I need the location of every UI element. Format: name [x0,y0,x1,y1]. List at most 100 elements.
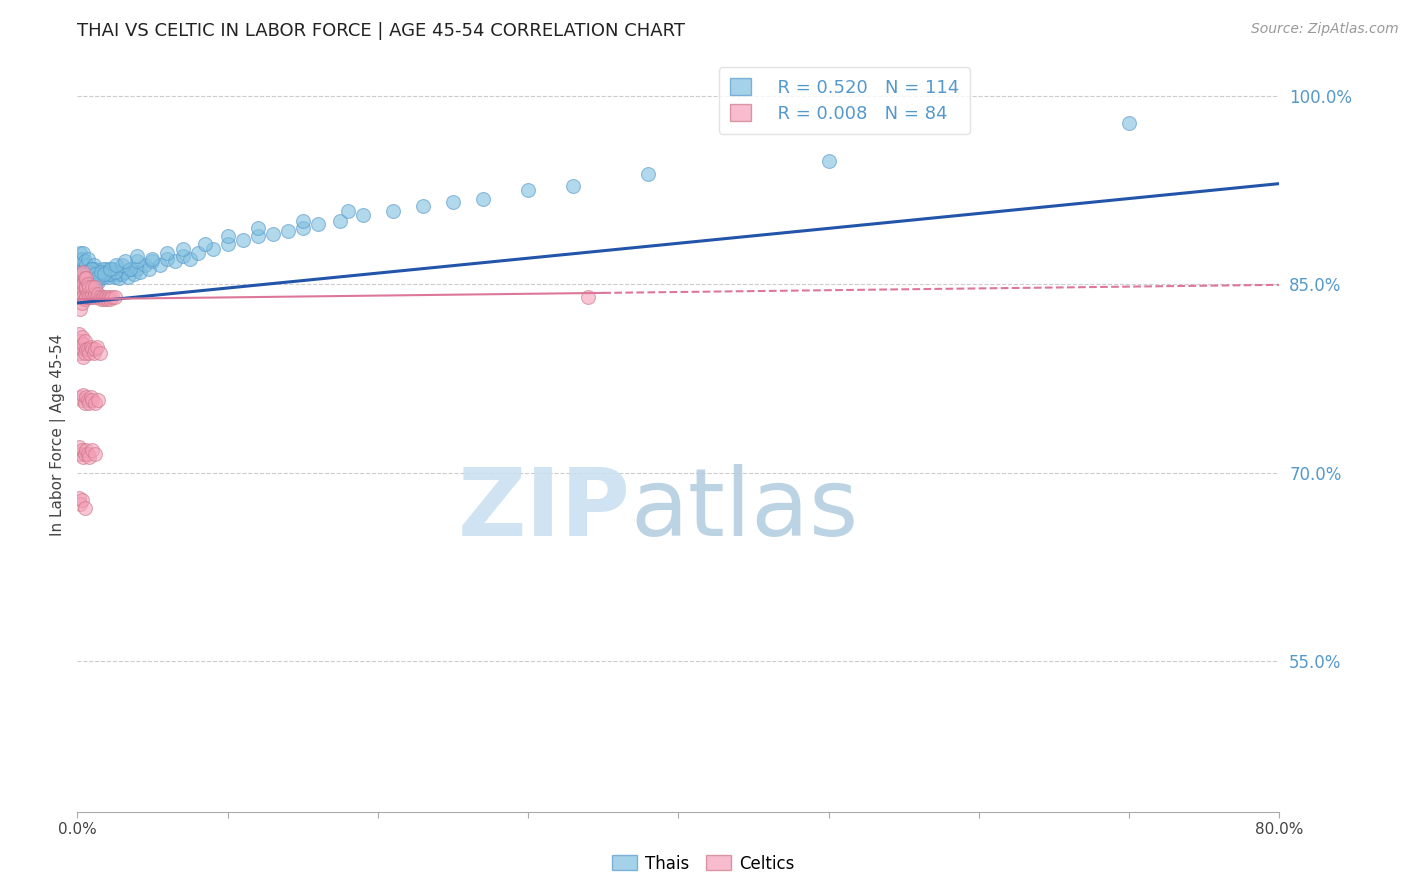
Point [1118,116,1140,130]
Point [72,337,94,351]
Point [73,284,96,298]
Point [67,290,90,304]
Point [70,442,93,457]
Point [67,277,90,291]
Point [70,343,93,357]
Point [86,290,108,304]
Text: atlas: atlas [630,464,859,557]
Point [93,292,115,306]
Point [120,262,142,277]
Point [100,262,122,277]
Point [72,270,94,285]
Point [86,270,108,285]
Point [73,270,96,285]
Point [114,254,136,268]
Point [127,262,149,277]
Point [89,267,111,281]
Point [76,277,98,291]
Point [73,396,96,410]
Point [104,269,127,284]
Point [141,254,163,268]
Point [87,275,110,289]
Point [114,264,136,278]
Point [67,491,90,505]
Point [70,330,93,344]
Point [86,264,108,278]
Point [291,220,314,235]
Point [79,290,101,304]
Point [246,229,269,244]
Point [80,279,103,293]
Point [84,279,107,293]
Point [94,262,117,277]
Point [70,284,93,298]
Point [82,343,104,357]
Point [141,252,163,266]
Point [75,279,97,293]
Point [127,254,149,268]
Legend: Thais, Celtics: Thais, Celtics [605,848,801,880]
Point [111,267,134,281]
Point [97,269,120,284]
Point [79,264,101,278]
Point [217,229,239,244]
Point [472,192,495,206]
Point [82,442,104,457]
Point [307,217,329,231]
Point [103,262,125,277]
Point [82,392,104,407]
Point [73,334,96,348]
Point [69,270,91,285]
Point [329,214,352,228]
Point [70,252,93,266]
Point [83,275,105,289]
Point [69,346,91,360]
Point [129,264,152,278]
Point [70,270,93,285]
Point [76,343,98,357]
Point [82,284,104,298]
Point [90,270,112,285]
Point [101,290,124,304]
Point [134,258,156,272]
Point [69,447,91,461]
Point [441,195,464,210]
Point [75,275,97,289]
Point [96,267,118,281]
Point [108,270,131,285]
Point [412,199,434,213]
Point [76,267,98,281]
Point [576,290,599,304]
Point [172,250,194,264]
Point [124,267,146,281]
Point [84,279,107,293]
Point [91,290,114,304]
Point [90,292,112,306]
Point [67,340,90,354]
Point [179,252,201,266]
Point [73,279,96,293]
Point [277,224,299,238]
Point [138,262,160,277]
Point [73,254,96,268]
Point [80,262,103,277]
Point [118,262,141,277]
Point [84,287,107,301]
Point [156,252,179,266]
Point [76,287,98,301]
Point [96,292,118,306]
Point [67,264,90,278]
Point [72,277,94,291]
Point [75,290,97,304]
Y-axis label: In Labor Force | Age 45-54: In Labor Force | Age 45-54 [51,334,66,536]
Point [69,245,91,260]
Point [75,290,97,304]
Point [72,264,94,278]
Point [127,250,149,264]
Point [73,346,96,360]
Point [87,392,110,407]
Point [82,287,104,301]
Point [156,245,179,260]
Point [87,287,110,301]
Point [69,390,91,404]
